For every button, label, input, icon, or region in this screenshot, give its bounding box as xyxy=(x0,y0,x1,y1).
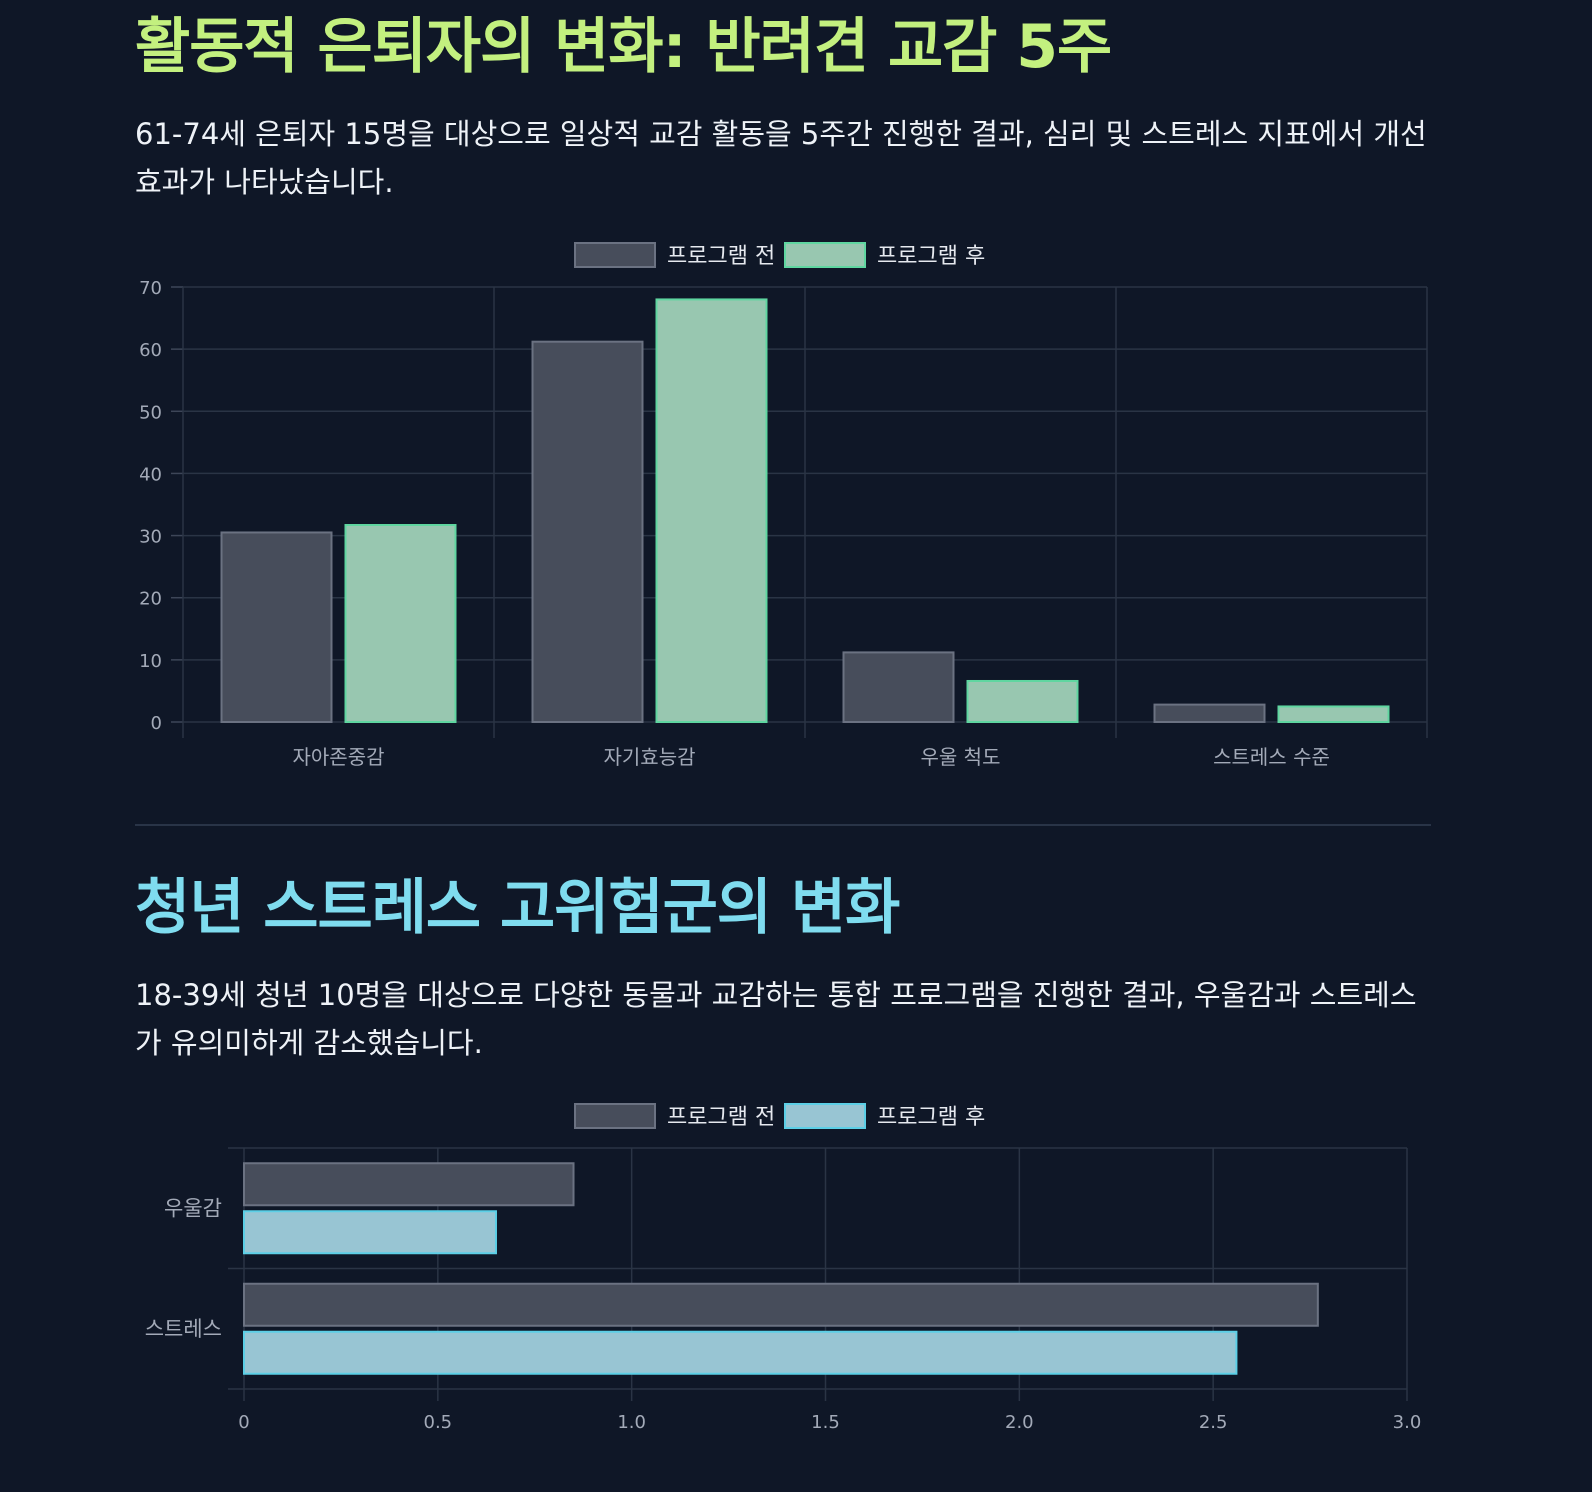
legend-swatch xyxy=(784,1103,866,1129)
bar xyxy=(243,1210,497,1255)
y-tick-label: 40 xyxy=(139,464,162,485)
section-youth: 청년 스트레스 고위험군의 변화 18-39세 청년 10명을 대상으로 다양한… xyxy=(135,875,1431,1067)
x-tick-label: 2.5 xyxy=(1199,1412,1228,1433)
bar xyxy=(966,679,1079,724)
bar xyxy=(531,340,644,724)
section-title: 활동적 은퇴자의 변화: 반려견 교감 5주 xyxy=(135,12,1112,82)
y-tick-label: 10 xyxy=(139,651,162,672)
y-tick-label: 30 xyxy=(139,527,162,548)
x-tick-label: 스트레스 수준 xyxy=(1213,745,1330,769)
x-tick-label: 1.0 xyxy=(617,1412,646,1433)
chart-retirees-bar: 프로그램 전 프로그램 후 0 10 20 30 40 50 60 70 자아존중감 자기효능감 우울 … xyxy=(139,242,1428,769)
x-tick-label: 우울 척도 xyxy=(921,745,1001,769)
section-divider xyxy=(135,824,1431,826)
legend-label: 프로그램 전 xyxy=(667,1105,775,1130)
x-tick-label: 0 xyxy=(238,1412,249,1433)
bar xyxy=(842,651,955,723)
bar xyxy=(1153,703,1266,724)
bar xyxy=(220,531,333,724)
legend-label: 프로그램 후 xyxy=(877,244,985,269)
bar xyxy=(1277,705,1390,724)
bar xyxy=(344,524,457,723)
legend-swatch xyxy=(574,1103,656,1129)
section-title: 청년 스트레스 고위험군의 변화 xyxy=(135,873,900,943)
x-tick-label: 2.0 xyxy=(1005,1412,1034,1433)
x-tick-label: 1.5 xyxy=(811,1412,840,1433)
legend-label: 프로그램 전 xyxy=(667,244,775,269)
y-tick-label: 0 xyxy=(151,713,162,734)
section-retirees: 활동적 은퇴자의 변화: 반려견 교감 5주 61-74세 은퇴자 15명을 대… xyxy=(135,14,1431,206)
bar xyxy=(243,1162,575,1207)
legend-label: 프로그램 후 xyxy=(877,1105,985,1130)
x-tick-label: 3.0 xyxy=(1393,1412,1422,1433)
legend-swatch xyxy=(574,242,656,268)
x-tick-label: 0.5 xyxy=(424,1412,453,1433)
y-tick-label: 50 xyxy=(139,402,162,423)
section-description: 18-39세 청년 10명을 대상으로 다양한 동물과 교감하는 통합 프로그램… xyxy=(135,978,1417,1060)
section-description: 61-74세 은퇴자 15명을 대상으로 일상적 교감 활동을 5주간 진행한 … xyxy=(135,117,1427,199)
legend-swatch xyxy=(784,242,866,268)
y-tick-label: 70 xyxy=(139,278,162,299)
y-tick-label: 20 xyxy=(139,589,162,610)
y-tick-label: 60 xyxy=(139,340,162,361)
bar xyxy=(243,1330,1238,1375)
x-tick-label: 자기효능감 xyxy=(604,745,696,769)
y-tick-label: 스트레스 xyxy=(145,1317,222,1341)
x-tick-label: 자아존중감 xyxy=(293,745,385,769)
bar xyxy=(655,298,768,724)
bar xyxy=(243,1282,1319,1327)
y-tick-label: 우울감 xyxy=(164,1196,222,1220)
